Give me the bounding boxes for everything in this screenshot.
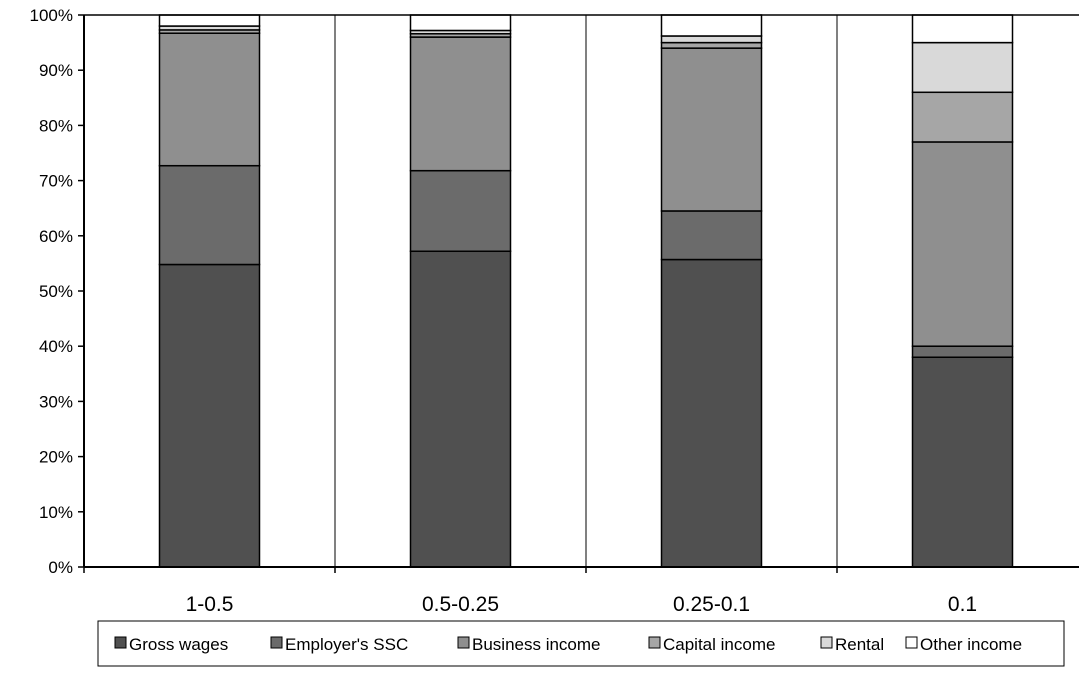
bar-segment [409, 36, 512, 172]
bar-segment [911, 41, 1014, 94]
bar-segment [158, 263, 261, 568]
y-tick-label: 0% [48, 558, 73, 577]
bar-segment [660, 258, 763, 568]
y-tick-label: 60% [39, 227, 73, 246]
bar-segment [660, 210, 763, 261]
y-tick-label: 50% [39, 282, 73, 301]
legend-swatch [905, 636, 918, 649]
y-tick-label: 90% [39, 61, 73, 80]
x-category-label: 0.25-0.1 [673, 593, 750, 616]
legend-swatch [114, 636, 127, 649]
y-tick-label: 20% [39, 448, 73, 467]
bar-segment [158, 164, 261, 266]
legend-label: Business income [472, 635, 601, 654]
bar-segment [911, 91, 1014, 143]
bar-segment [911, 345, 1014, 358]
y-tick-label: 70% [39, 172, 73, 191]
legend-box [97, 620, 1065, 667]
x-axis-labels: 1-0.5 0.5-0.25 0.25-0.1 0.1 [83, 567, 977, 616]
legend-label: Other income [920, 635, 1022, 654]
bar-segment [911, 141, 1014, 347]
bar-segment [409, 250, 512, 568]
y-axis-ticks: 0% 10% 20% 30% 40% 50% 60% 70% 80% 90% 100% [30, 6, 84, 577]
x-category-label: 0.5-0.25 [422, 593, 499, 616]
category-separators [334, 15, 838, 567]
x-category-label: 0.1 [948, 593, 977, 616]
y-tick-label: 80% [39, 116, 73, 135]
bar-segment [911, 356, 1014, 568]
legend-label: Capital income [663, 635, 775, 654]
y-tick-label: 10% [39, 503, 73, 522]
bar-segment [660, 35, 763, 44]
bar-segment [660, 41, 763, 49]
x-category-label: 1-0.5 [186, 593, 234, 616]
y-tick-label: 40% [39, 337, 73, 356]
bar-segment [660, 14, 763, 37]
legend-swatch [457, 636, 470, 649]
legend-swatch [648, 636, 661, 649]
y-tick-label: 30% [39, 392, 73, 411]
bar-segment [911, 14, 1014, 44]
bar-segment [158, 32, 261, 167]
legend-swatch [270, 636, 283, 649]
bar-segment [660, 47, 763, 212]
legend-label: Gross wages [129, 635, 228, 654]
legend-label: Rental [835, 635, 884, 654]
legend: Gross wages Employer's SSC Business income… [97, 620, 1065, 667]
legend-swatch [820, 636, 833, 649]
bar-segment [409, 169, 512, 253]
bar-segment [158, 14, 261, 27]
bar-segment [409, 14, 512, 32]
y-tick-label: 100% [30, 6, 73, 25]
legend-label: Employer's SSC [285, 635, 408, 654]
bars [158, 14, 1014, 568]
